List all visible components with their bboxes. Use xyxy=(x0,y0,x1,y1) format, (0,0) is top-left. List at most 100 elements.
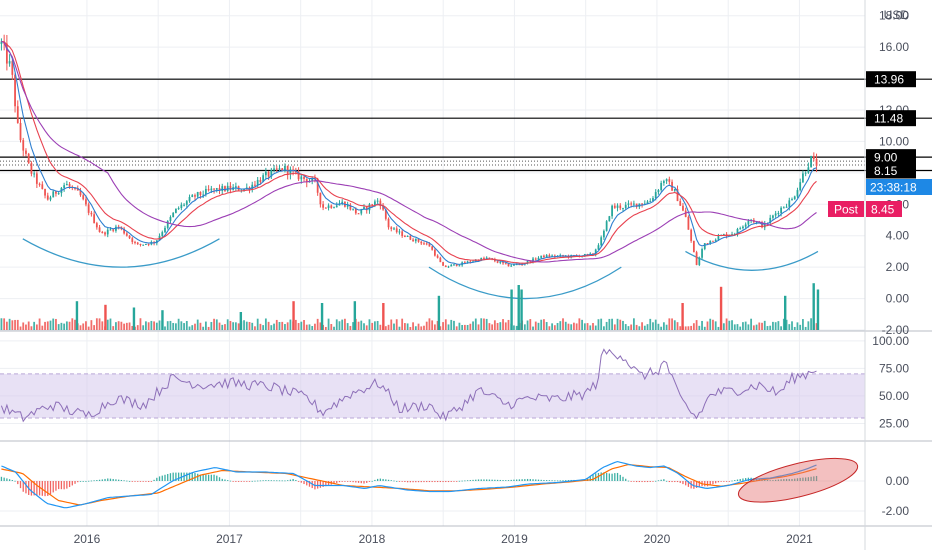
horizontal-levels[interactable] xyxy=(0,78,932,172)
candle-body[interactable] xyxy=(804,172,807,174)
candle-body[interactable] xyxy=(668,179,671,182)
candle-body[interactable] xyxy=(360,209,363,214)
candle-body[interactable] xyxy=(11,61,14,75)
candle-body[interactable] xyxy=(807,167,810,173)
candle-body[interactable] xyxy=(777,213,780,215)
candle-body[interactable] xyxy=(649,201,652,203)
candle-body[interactable] xyxy=(125,233,128,236)
candle-body[interactable] xyxy=(95,223,98,228)
candle-body[interactable] xyxy=(199,192,202,195)
candle-body[interactable] xyxy=(431,246,434,250)
candle-body[interactable] xyxy=(368,204,371,211)
candle-body[interactable] xyxy=(273,168,275,170)
candle-body[interactable] xyxy=(270,169,273,177)
candle-body[interactable] xyxy=(706,243,709,245)
candle-body[interactable] xyxy=(499,261,502,263)
candle-body[interactable] xyxy=(652,198,654,202)
candle-body[interactable] xyxy=(262,175,265,183)
candle-body[interactable] xyxy=(510,265,513,267)
candle-body[interactable] xyxy=(335,205,338,208)
candle-body[interactable] xyxy=(254,184,256,186)
candle-body[interactable] xyxy=(548,255,551,257)
candle-body[interactable] xyxy=(695,252,698,265)
candle-body[interactable] xyxy=(333,207,335,209)
candle-body[interactable] xyxy=(65,184,68,186)
candle-body[interactable] xyxy=(488,257,491,259)
candle-body[interactable] xyxy=(453,264,455,266)
candle-body[interactable] xyxy=(384,209,387,219)
candle-body[interactable] xyxy=(630,203,633,205)
candle-body[interactable] xyxy=(63,185,66,188)
candle-body[interactable] xyxy=(780,207,783,214)
candle-body[interactable] xyxy=(747,220,750,225)
candle-body[interactable] xyxy=(52,191,55,198)
candle-body[interactable] xyxy=(616,205,619,208)
candle-body[interactable] xyxy=(701,249,703,258)
candle-body[interactable] xyxy=(134,241,136,243)
candle-body[interactable] xyxy=(55,191,57,194)
candle-body[interactable] xyxy=(450,264,453,267)
candle-body[interactable] xyxy=(529,260,532,263)
candle-body[interactable] xyxy=(131,238,134,242)
candle-body[interactable] xyxy=(483,257,485,259)
candle-body[interactable] xyxy=(278,168,281,170)
candle-body[interactable] xyxy=(611,205,613,217)
candle-body[interactable] xyxy=(357,213,360,215)
candle-body[interactable] xyxy=(744,224,747,227)
candle-body[interactable] xyxy=(810,155,812,168)
candle-body[interactable] xyxy=(788,200,791,207)
candle-body[interactable] xyxy=(532,258,534,263)
candle-body[interactable] xyxy=(714,239,717,242)
candle-body[interactable] xyxy=(229,185,232,190)
candle-body[interactable] xyxy=(213,188,215,190)
candle-body[interactable] xyxy=(352,208,354,210)
candle-body[interactable] xyxy=(815,159,818,166)
candle-body[interactable] xyxy=(324,207,327,209)
candle-body[interactable] xyxy=(785,206,788,208)
candle-body[interactable] xyxy=(93,214,96,224)
candle-body[interactable] xyxy=(442,262,444,266)
candle-body[interactable] xyxy=(679,201,682,206)
candle-body[interactable] xyxy=(207,189,210,191)
candle-body[interactable] xyxy=(393,228,395,230)
candle-body[interactable] xyxy=(772,215,774,218)
candle-body[interactable] xyxy=(401,231,404,237)
candle-body[interactable] xyxy=(305,178,308,183)
candle-body[interactable] xyxy=(180,204,183,209)
candle-body[interactable] xyxy=(57,193,60,195)
candle-body[interactable] xyxy=(502,261,504,264)
candle-body[interactable] xyxy=(202,194,205,196)
candle-body[interactable] xyxy=(387,218,390,228)
candle-body[interactable] xyxy=(382,206,384,210)
candle-body[interactable] xyxy=(311,178,314,182)
candle-body[interactable] xyxy=(117,226,120,228)
candle-body[interactable] xyxy=(799,182,802,191)
candle-body[interactable] xyxy=(371,204,374,206)
candle-body[interactable] xyxy=(466,261,469,264)
candle-body[interactable] xyxy=(74,187,76,189)
candle-body[interactable] xyxy=(458,265,461,267)
candle-body[interactable] xyxy=(49,197,52,200)
candle-body[interactable] xyxy=(82,195,85,200)
candle-body[interactable] xyxy=(485,257,488,259)
candle-body[interactable] xyxy=(537,257,540,260)
candle-body[interactable] xyxy=(8,61,11,64)
candle-body[interactable] xyxy=(553,255,556,257)
candle-body[interactable] xyxy=(191,195,194,198)
candle-body[interactable] xyxy=(409,235,412,240)
candle-body[interactable] xyxy=(763,223,766,228)
candle-body[interactable] xyxy=(46,195,49,200)
candle-body[interactable] xyxy=(30,163,33,174)
candle-body[interactable] xyxy=(161,232,164,236)
candle-body[interactable] xyxy=(624,204,627,208)
candle-body[interactable] xyxy=(215,188,218,190)
candle-body[interactable] xyxy=(673,189,676,191)
candle-body[interactable] xyxy=(469,261,472,263)
candle-body[interactable] xyxy=(175,208,177,213)
candle-body[interactable] xyxy=(791,199,793,201)
candle-body[interactable] xyxy=(404,236,406,238)
candle-body[interactable] xyxy=(463,262,466,264)
candle-body[interactable] xyxy=(455,264,458,266)
candle-body[interactable] xyxy=(5,43,8,64)
